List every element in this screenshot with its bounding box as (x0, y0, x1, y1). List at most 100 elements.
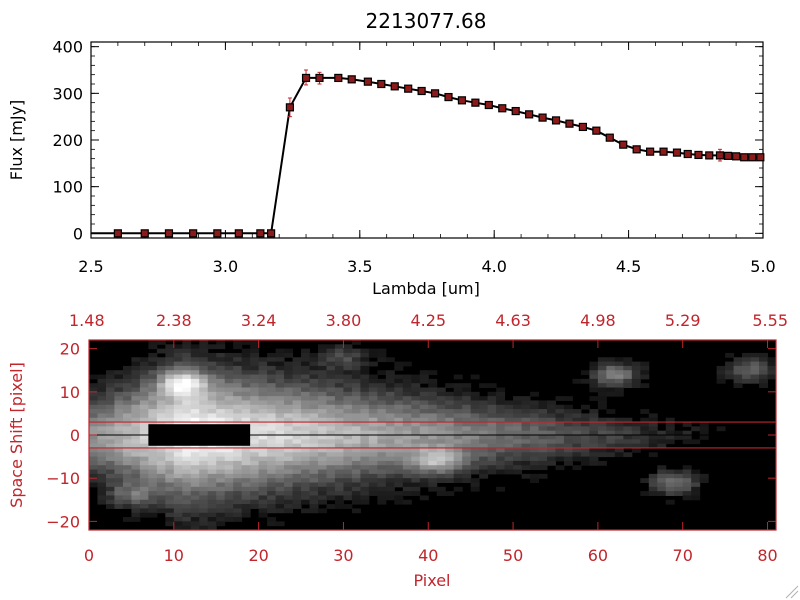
image-cell (114, 452, 124, 458)
image-cell (267, 417, 277, 423)
image-cell (131, 460, 141, 466)
image-cell (105, 499, 115, 505)
image-cell (207, 400, 217, 406)
image-cell (250, 482, 260, 488)
image-cell (530, 473, 540, 479)
image-cell (182, 512, 192, 518)
image-cell (250, 486, 260, 492)
image-cell (275, 469, 285, 475)
image-cell (470, 391, 480, 397)
image-cell (122, 426, 132, 432)
image-cell (292, 422, 302, 427)
image-cell (334, 344, 344, 350)
image-cell (767, 374, 777, 380)
image-cell (377, 482, 387, 488)
image-cell (343, 400, 353, 406)
image-cell (216, 469, 226, 475)
image-cell (394, 491, 404, 496)
spectrum-series (91, 69, 765, 238)
image-cell (750, 361, 760, 367)
image-cell (122, 374, 132, 380)
image-cell (597, 460, 607, 466)
image-cell (504, 452, 514, 458)
image-cell (606, 409, 616, 414)
image-cell (377, 370, 387, 376)
data-point (538, 113, 547, 122)
image-cell (258, 447, 268, 453)
image-cell (462, 430, 472, 436)
image-cell (224, 499, 234, 505)
image-cell (309, 435, 319, 440)
image-cell (597, 400, 607, 406)
image-cell (267, 478, 277, 483)
image-cell (275, 504, 285, 509)
image-cell (309, 387, 319, 393)
image-y-axis-label: Space Shift [pixel] (7, 362, 26, 508)
image-cell (580, 439, 590, 445)
image-cell (597, 452, 607, 458)
image-cell (292, 495, 302, 501)
image-cell (360, 387, 370, 393)
image-cell (156, 499, 166, 505)
image-cell (614, 426, 624, 432)
image-cell (496, 422, 506, 427)
image-cell (131, 473, 141, 479)
image-cell (589, 365, 599, 371)
image-cell (665, 426, 675, 432)
image-cell (173, 447, 183, 453)
image-cell (428, 400, 438, 406)
image-cell (351, 361, 361, 367)
image-cell (199, 361, 209, 367)
image-cell (470, 435, 480, 440)
image-cell (131, 443, 141, 449)
image-cell (606, 357, 616, 363)
image-cell (207, 465, 217, 471)
image-cell (368, 478, 378, 483)
image-cell (105, 383, 115, 388)
image-cell (504, 447, 514, 453)
image-cell (122, 409, 132, 414)
image-cell (224, 504, 234, 509)
image-cell (224, 447, 234, 453)
image-cell (105, 396, 115, 401)
image-cell (411, 430, 421, 436)
image-cell (547, 452, 556, 458)
image-cell (114, 465, 124, 471)
image-cell (572, 447, 582, 453)
image-cell (572, 426, 582, 432)
image-cell (360, 417, 370, 423)
image-cell (309, 365, 319, 371)
image-cell (436, 409, 446, 414)
image-cell (165, 400, 175, 406)
image-cell (334, 387, 344, 393)
image-cell (139, 430, 149, 436)
image-cell (462, 452, 472, 458)
image-cell (267, 443, 277, 449)
image-cell (563, 460, 573, 466)
image-cell (318, 426, 327, 432)
resize-grip-icon[interactable] (785, 585, 799, 599)
image-cell (258, 357, 268, 363)
image-cell (377, 499, 387, 505)
image-cell (284, 499, 294, 505)
image-cell (165, 391, 175, 397)
image-cell (139, 357, 149, 363)
image-cell (682, 465, 692, 471)
image-cell (190, 521, 200, 527)
image-cell (216, 478, 226, 483)
image-cell (250, 383, 260, 388)
image-cell (674, 491, 684, 496)
image-cell (657, 465, 667, 471)
image-cell (750, 370, 760, 376)
image-cell (563, 456, 573, 462)
image-cell (360, 473, 370, 479)
image-cell (606, 435, 616, 440)
image-cell (173, 400, 183, 406)
image-cell (462, 404, 472, 410)
image-cell (377, 460, 387, 466)
image-cell (614, 430, 624, 436)
image-cell (691, 469, 701, 475)
image-cell (284, 404, 294, 410)
image-cell (182, 460, 192, 466)
image-cell (250, 352, 260, 358)
